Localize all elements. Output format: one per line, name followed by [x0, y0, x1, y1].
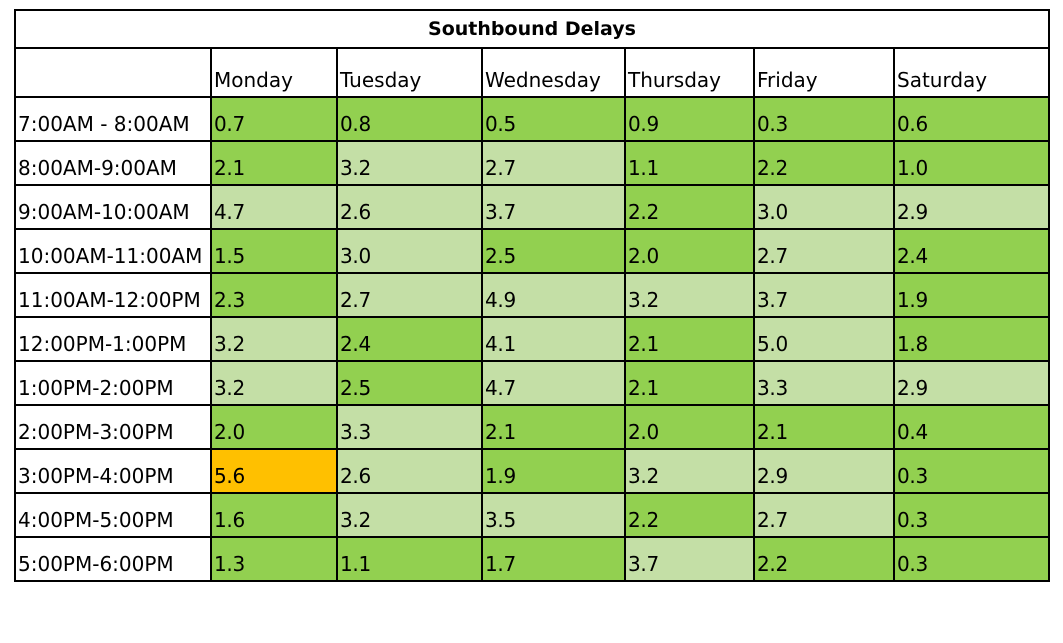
time-slot-label: 5:00PM-6:00PM: [14, 536, 212, 582]
delay-cell: 3.3: [753, 360, 895, 406]
delay-cell: 1.3: [210, 536, 338, 582]
table-row: 10:00AM-11:00AM 1.5 3.0 2.5 2.0 2.7 2.4: [14, 228, 1051, 274]
day-header: Friday: [753, 47, 895, 98]
delay-cell: 0.7: [210, 96, 338, 142]
delay-cell: 2.4: [336, 316, 483, 362]
table-row: 7:00AM - 8:00AM 0.7 0.8 0.5 0.9 0.3 0.6: [14, 96, 1051, 142]
delay-cell: 0.3: [892, 536, 1051, 582]
delay-cell: 2.7: [753, 492, 895, 538]
table-body: 7:00AM - 8:00AM 0.7 0.8 0.5 0.9 0.3 0.6 8:00AM-…: [14, 96, 1051, 582]
delay-cell: 0.3: [892, 492, 1051, 538]
time-slot-label: 8:00AM-9:00AM: [14, 140, 212, 186]
day-header: Thursday: [624, 47, 755, 98]
time-slot-label: 11:00AM-12:00PM: [14, 272, 212, 318]
delay-cell: 3.7: [753, 272, 895, 318]
delay-cell: 0.9: [624, 96, 755, 142]
delay-cell: 2.6: [336, 184, 483, 230]
delay-cell: 2.7: [336, 272, 483, 318]
table-row: 5:00PM-6:00PM 1.3 1.1 1.7 3.7 2.2 0.3: [14, 536, 1051, 582]
delay-cell: 1.7: [481, 536, 626, 582]
delay-cell: 2.6: [336, 448, 483, 494]
delay-cell: 3.2: [210, 360, 338, 406]
delay-cell: 0.3: [892, 448, 1051, 494]
time-slot-label: 12:00PM-1:00PM: [14, 316, 212, 362]
delay-cell: 2.2: [624, 184, 755, 230]
delay-cell: 2.2: [753, 536, 895, 582]
day-header: Wednesday: [481, 47, 626, 98]
delay-cell: 4.1: [481, 316, 626, 362]
delay-cell: 0.3: [753, 96, 895, 142]
delay-cell: 2.9: [753, 448, 895, 494]
delay-cell: 2.1: [481, 404, 626, 450]
delay-cell: 3.7: [624, 536, 755, 582]
delay-cell: 2.2: [753, 140, 895, 186]
time-slot-label: 10:00AM-11:00AM: [14, 228, 212, 274]
delay-cell: 2.0: [624, 404, 755, 450]
delay-cell: 1.6: [210, 492, 338, 538]
delay-cell: 0.5: [481, 96, 626, 142]
delay-cell: 3.2: [624, 448, 755, 494]
delay-cell: 1.1: [336, 536, 483, 582]
day-header: Tuesday: [336, 47, 483, 98]
delay-cell: 3.2: [210, 316, 338, 362]
delay-cell: 2.9: [892, 184, 1051, 230]
delay-cell: 2.7: [753, 228, 895, 274]
time-slot-label: 4:00PM-5:00PM: [14, 492, 212, 538]
delay-cell: 2.5: [336, 360, 483, 406]
table-row: 1:00PM-2:00PM 3.2 2.5 4.7 2.1 3.3 2.9: [14, 360, 1051, 406]
delay-cell: 2.3: [210, 272, 338, 318]
time-slot-label: 9:00AM-10:00AM: [14, 184, 212, 230]
delay-cell: 1.1: [624, 140, 755, 186]
delay-cell: 0.4: [892, 404, 1051, 450]
delay-cell: 2.0: [210, 404, 338, 450]
time-slot-label: 7:00AM - 8:00AM: [14, 96, 212, 142]
delay-cell: 1.8: [892, 316, 1051, 362]
delay-cell: 3.2: [336, 492, 483, 538]
header-row: Monday Tuesday Wednesday Thursday Friday…: [14, 47, 1051, 98]
southbound-delays-table: Southbound Delays Monday Tuesday Wednesd…: [13, 9, 1051, 582]
time-slot-label: 3:00PM-4:00PM: [14, 448, 212, 494]
table-row: 8:00AM-9:00AM 2.1 3.2 2.7 1.1 2.2 1.0: [14, 140, 1051, 186]
table-title: Southbound Delays: [13, 9, 1051, 49]
delay-cell: 4.9: [481, 272, 626, 318]
table-row: 12:00PM-1:00PM 3.2 2.4 4.1 2.1 5.0 1.8: [14, 316, 1051, 362]
delay-cell: 2.2: [624, 492, 755, 538]
corner-cell: [14, 47, 212, 98]
delay-cell: 1.5: [210, 228, 338, 274]
delay-cell: 2.0: [624, 228, 755, 274]
delay-cell: 2.5: [481, 228, 626, 274]
delay-cell: 1.0: [892, 140, 1051, 186]
delay-cell: 3.0: [753, 184, 895, 230]
delay-cell: 5.6: [210, 448, 338, 494]
table-row: 2:00PM-3:00PM 2.0 3.3 2.1 2.0 2.1 0.4: [14, 404, 1051, 450]
delay-cell: 2.4: [892, 228, 1051, 274]
delay-cell: 5.0: [753, 316, 895, 362]
delay-cell: 3.2: [624, 272, 755, 318]
table-row: 4:00PM-5:00PM 1.6 3.2 3.5 2.2 2.7 0.3: [14, 492, 1051, 538]
delay-cell: 3.3: [336, 404, 483, 450]
delay-cell: 2.9: [892, 360, 1051, 406]
table-row: 11:00AM-12:00PM 2.3 2.7 4.9 3.2 3.7 1.9: [14, 272, 1051, 318]
delay-cell: 2.7: [481, 140, 626, 186]
delay-cell: 2.1: [210, 140, 338, 186]
table-row: 9:00AM-10:00AM 4.7 2.6 3.7 2.2 3.0 2.9: [14, 184, 1051, 230]
day-header: Monday: [210, 47, 338, 98]
delay-cell: 4.7: [210, 184, 338, 230]
delay-cell: 2.1: [624, 316, 755, 362]
delay-cell: 3.0: [336, 228, 483, 274]
delay-cell: 2.1: [624, 360, 755, 406]
delay-cell: 0.8: [336, 96, 483, 142]
delay-cell: 2.1: [753, 404, 895, 450]
delay-cell: 3.7: [481, 184, 626, 230]
day-header: Saturday: [892, 47, 1051, 98]
time-slot-label: 1:00PM-2:00PM: [14, 360, 212, 406]
delay-cell: 3.2: [336, 140, 483, 186]
delay-cell: 3.5: [481, 492, 626, 538]
delay-cell: 4.7: [481, 360, 626, 406]
delay-cell: 0.6: [892, 96, 1051, 142]
delay-cell: 1.9: [481, 448, 626, 494]
delay-cell: 1.9: [892, 272, 1051, 318]
time-slot-label: 2:00PM-3:00PM: [14, 404, 212, 450]
table-row: 3:00PM-4:00PM 5.6 2.6 1.9 3.2 2.9 0.3: [14, 448, 1051, 494]
